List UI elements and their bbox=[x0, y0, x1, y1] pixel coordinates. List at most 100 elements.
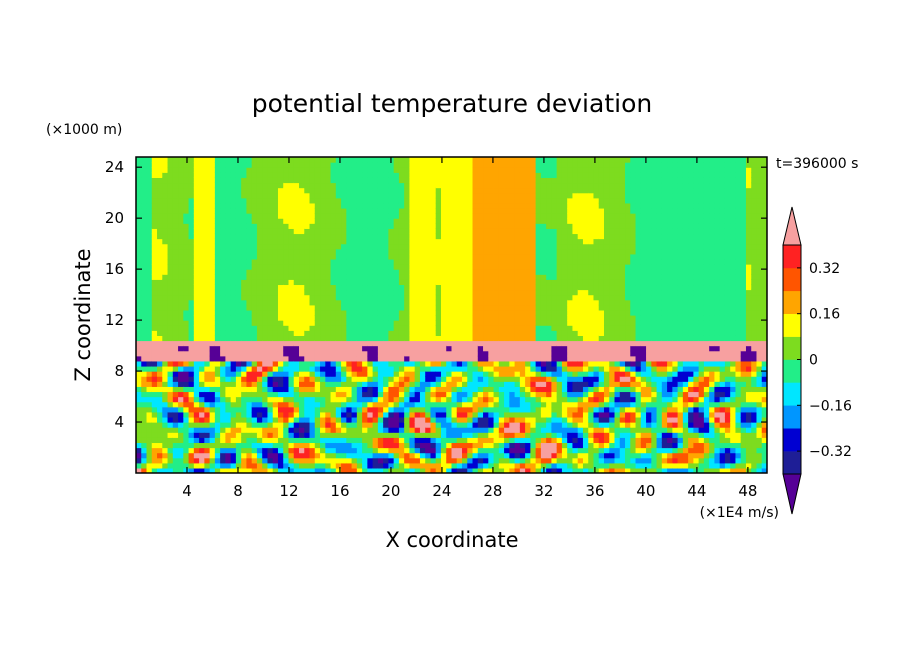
heatmap-cell bbox=[362, 253, 368, 260]
heatmap-cell bbox=[193, 442, 200, 449]
heatmap-cell bbox=[435, 197, 442, 204]
heatmap-cell bbox=[488, 467, 495, 473]
heatmap-cell bbox=[430, 284, 437, 291]
heatmap-cell bbox=[188, 172, 195, 178]
heatmap-cell bbox=[272, 467, 279, 473]
heatmap-cell bbox=[314, 238, 321, 245]
heatmap-cell bbox=[330, 411, 337, 418]
heatmap-cell bbox=[141, 269, 148, 275]
heatmap-cell bbox=[451, 248, 458, 255]
heatmap-cell bbox=[157, 243, 163, 250]
heatmap-cell bbox=[325, 437, 332, 444]
heatmap-cell bbox=[498, 162, 505, 168]
heatmap-cell bbox=[246, 248, 253, 255]
heatmap-cell bbox=[488, 233, 495, 240]
heatmap-cell bbox=[136, 213, 142, 219]
heatmap-cell bbox=[456, 340, 463, 347]
heatmap-cell bbox=[488, 457, 495, 464]
heatmap-cell bbox=[540, 401, 547, 408]
heatmap-cell bbox=[540, 269, 547, 275]
heatmap-cell bbox=[493, 376, 500, 382]
heatmap-cell bbox=[435, 350, 442, 357]
heatmap-cell bbox=[136, 325, 142, 331]
heatmap-cell bbox=[540, 223, 547, 229]
heatmap-cell bbox=[488, 182, 495, 189]
heatmap-cell bbox=[157, 172, 163, 178]
heatmap-cell bbox=[214, 162, 221, 168]
heatmap-cell bbox=[136, 202, 142, 209]
heatmap-cell bbox=[551, 422, 558, 428]
heatmap-cell bbox=[467, 264, 474, 270]
heatmap-cell bbox=[535, 218, 542, 224]
heatmap-cell bbox=[293, 279, 300, 286]
heatmap-cell bbox=[288, 157, 295, 163]
heatmap-cell bbox=[451, 411, 458, 418]
heatmap-cell bbox=[346, 376, 353, 382]
heatmap-cell bbox=[425, 253, 432, 260]
heatmap-cell bbox=[330, 335, 337, 342]
heatmap-cell bbox=[167, 325, 174, 331]
heatmap-cell bbox=[346, 248, 353, 255]
heatmap-cell bbox=[256, 320, 263, 326]
heatmap-cell bbox=[320, 299, 326, 306]
heatmap-cell bbox=[209, 447, 216, 454]
heatmap-cell bbox=[419, 192, 426, 199]
heatmap-cell bbox=[146, 299, 153, 306]
heatmap-cell bbox=[272, 365, 279, 372]
heatmap-cell bbox=[504, 386, 510, 393]
heatmap-cell bbox=[277, 345, 284, 352]
heatmap-cell bbox=[346, 462, 353, 469]
heatmap-cell bbox=[146, 243, 153, 250]
heatmap-cell bbox=[546, 299, 553, 306]
heatmap-cell bbox=[451, 330, 458, 336]
heatmap-cell bbox=[157, 427, 163, 433]
heatmap-cell bbox=[167, 371, 174, 377]
heatmap-cell bbox=[193, 162, 200, 168]
heatmap-cell bbox=[136, 228, 142, 235]
heatmap-cell bbox=[372, 187, 379, 194]
heatmap-cell bbox=[288, 391, 295, 398]
heatmap-cell bbox=[251, 340, 258, 347]
heatmap-cell bbox=[193, 386, 200, 393]
heatmap-cell bbox=[167, 401, 174, 408]
heatmap-cell bbox=[509, 411, 516, 418]
heatmap-cell bbox=[488, 264, 495, 270]
heatmap-cell bbox=[530, 340, 537, 347]
heatmap-cell bbox=[199, 340, 205, 347]
heatmap-cell bbox=[309, 248, 316, 255]
heatmap-cell bbox=[540, 330, 547, 336]
heatmap-cell bbox=[483, 360, 489, 367]
heatmap-cell bbox=[251, 376, 258, 382]
heatmap-cell bbox=[288, 213, 295, 219]
heatmap-cell bbox=[409, 202, 416, 209]
heatmap-cell bbox=[225, 157, 232, 163]
heatmap-cell bbox=[477, 401, 484, 408]
heatmap-cell bbox=[277, 218, 284, 224]
heatmap-cell bbox=[241, 365, 248, 372]
heatmap-cell bbox=[230, 335, 237, 342]
heatmap-cell bbox=[419, 228, 426, 235]
heatmap-cell bbox=[209, 325, 216, 331]
heatmap-cell bbox=[314, 355, 321, 362]
heatmap-cell bbox=[288, 228, 295, 235]
heatmap-cell bbox=[283, 462, 290, 469]
heatmap-cell bbox=[204, 223, 211, 229]
heatmap-cell bbox=[146, 207, 153, 214]
heatmap-cell bbox=[540, 172, 547, 178]
heatmap-cell bbox=[346, 401, 353, 408]
heatmap-cell bbox=[220, 442, 226, 449]
heatmap-cell bbox=[388, 274, 395, 280]
heatmap-cell bbox=[488, 381, 495, 387]
heatmap-cell bbox=[335, 253, 342, 260]
heatmap-cell bbox=[346, 207, 353, 214]
heatmap-cell bbox=[346, 340, 353, 347]
heatmap-cell bbox=[146, 350, 153, 357]
heatmap-cell bbox=[351, 345, 358, 352]
heatmap-cell bbox=[267, 304, 274, 311]
heatmap-cell bbox=[235, 172, 242, 178]
heatmap-cell bbox=[230, 248, 237, 255]
heatmap-cell bbox=[362, 391, 368, 398]
heatmap-cell bbox=[425, 289, 432, 296]
heatmap-cell bbox=[393, 264, 400, 270]
heatmap-cell bbox=[488, 391, 495, 398]
